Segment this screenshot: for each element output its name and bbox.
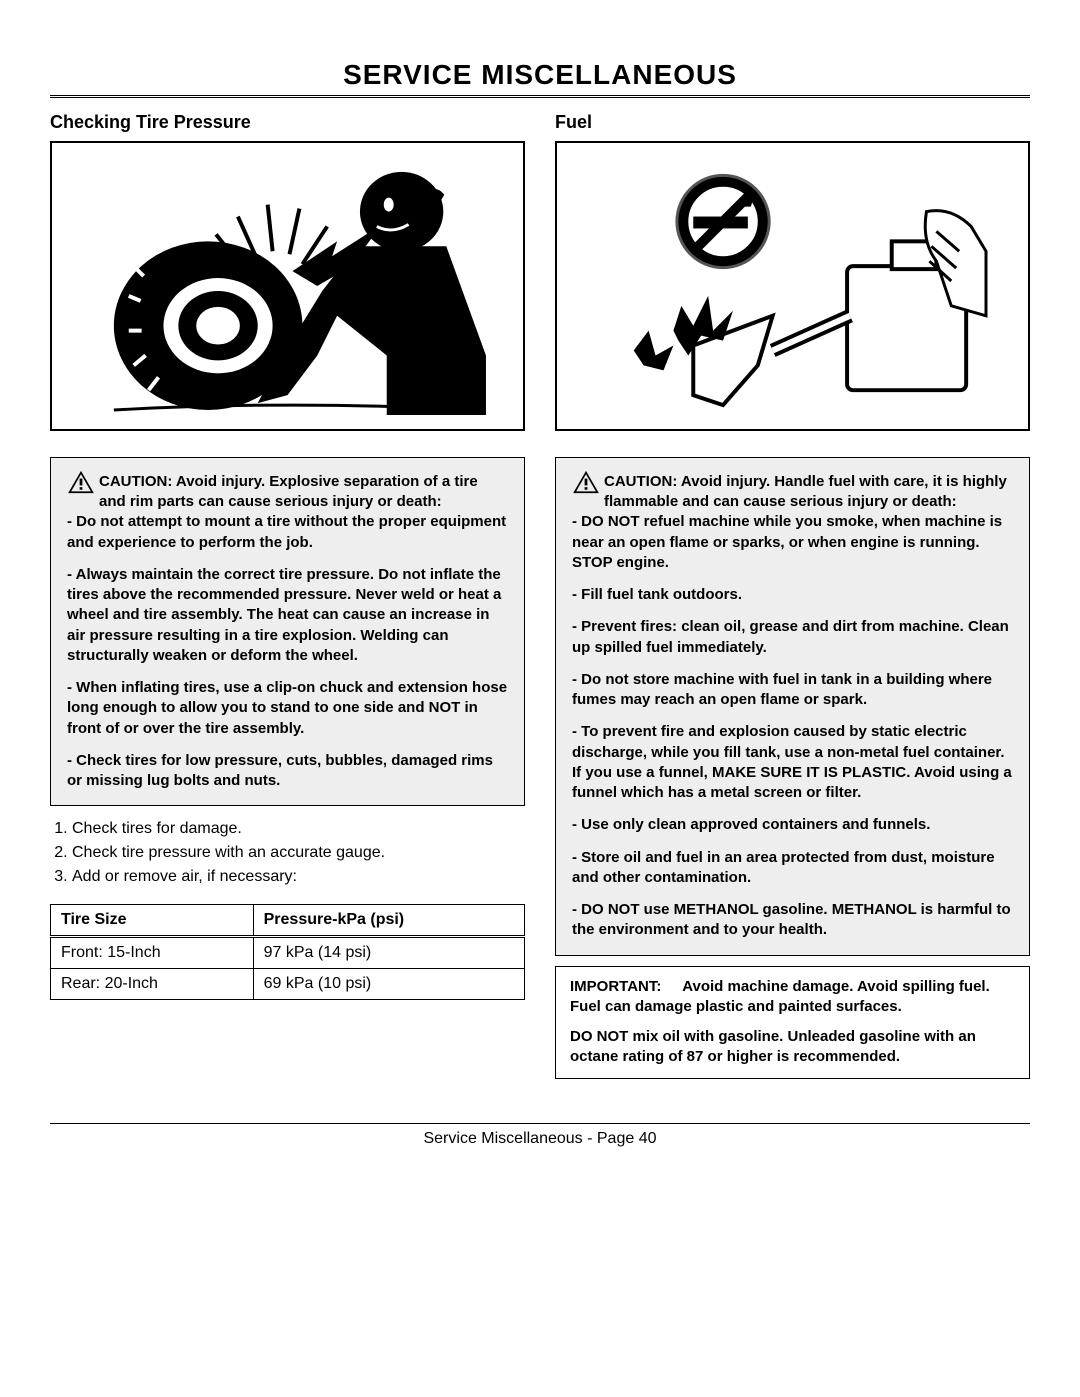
page-title: SERVICE MISCELLANEOUS (50, 59, 1030, 91)
fuel-figure (555, 141, 1030, 431)
step-item: Check tire pressure with an accurate gau… (72, 844, 525, 862)
left-column: Checking Tire Pressure (50, 112, 525, 1079)
fuel-no-smoking-illustration (571, 157, 1014, 415)
tire-explosion-illustration (66, 157, 509, 415)
tire-caution-lead: CAUTION: Avoid injury. Explosive separat… (99, 472, 508, 513)
important-box: IMPORTANT: Avoid machine damage. Avoid s… (555, 966, 1030, 1079)
tire-caution-item: - Check tires for low pressure, cuts, bu… (67, 751, 508, 792)
fuel-caution-item: - Store oil and fuel in an area protecte… (572, 848, 1013, 889)
tire-caution-item: - When inflating tires, use a clip-on ch… (67, 678, 508, 739)
warning-icon (572, 470, 600, 494)
table-cell: Front: 15-Inch (51, 937, 254, 969)
table-cell: Rear: 20-Inch (51, 969, 254, 1000)
right-column: Fuel (555, 112, 1030, 1079)
pressure-table: Tire Size Pressure-kPa (psi) Front: 15-I… (50, 904, 525, 1000)
fuel-caution-lead: CAUTION: Avoid injury. Handle fuel with … (604, 472, 1013, 513)
tire-heading: Checking Tire Pressure (50, 112, 525, 133)
warning-icon (67, 470, 95, 494)
table-cell: 97 kPa (14 psi) (253, 937, 524, 969)
important-p1: IMPORTANT: Avoid machine damage. Avoid s… (570, 977, 1015, 1018)
important-p2: DO NOT mix oil with gasoline. Unleaded g… (570, 1027, 1015, 1068)
table-cell: 69 kPa (10 psi) (253, 969, 524, 1000)
tire-caution-item: - Always maintain the correct tire press… (67, 565, 508, 666)
fuel-caution-item: - To prevent fire and explosion caused b… (572, 722, 1013, 803)
fuel-caution-item: - Do not store machine with fuel in tank… (572, 670, 1013, 711)
step-item: Check tires for damage. (72, 820, 525, 838)
fuel-heading: Fuel (555, 112, 1030, 133)
fuel-caution-item: - DO NOT refuel machine while you smoke,… (572, 512, 1013, 573)
table-row: Rear: 20-Inch 69 kPa (10 psi) (51, 969, 525, 1000)
table-header: Pressure-kPa (psi) (253, 905, 524, 937)
fuel-caution-item: - Fill fuel tank outdoors. (572, 585, 1013, 605)
fuel-caution-item: - Use only clean approved containers and… (572, 815, 1013, 835)
fuel-caution-item: - Prevent fires: clean oil, grease and d… (572, 617, 1013, 658)
tire-steps: Check tires for damage. Check tire press… (50, 820, 525, 886)
table-header-row: Tire Size Pressure-kPa (psi) (51, 905, 525, 937)
table-row: Front: 15-Inch 97 kPa (14 psi) (51, 937, 525, 969)
page-footer: Service Miscellaneous - Page 40 (50, 1130, 1030, 1148)
step-item: Add or remove air, if necessary: (72, 868, 525, 886)
footer-rule (50, 1123, 1030, 1124)
two-column-layout: Checking Tire Pressure (50, 112, 1030, 1079)
table-header: Tire Size (51, 905, 254, 937)
tire-caution-box: CAUTION: Avoid injury. Explosive separat… (50, 457, 525, 807)
title-rule (50, 95, 1030, 98)
tire-figure (50, 141, 525, 431)
fuel-caution-item: - DO NOT use METHANOL gasoline. METHANOL… (572, 900, 1013, 941)
fuel-caution-box: CAUTION: Avoid injury. Handle fuel with … (555, 457, 1030, 956)
tire-caution-item: - Do not attempt to mount a tire without… (67, 512, 508, 553)
